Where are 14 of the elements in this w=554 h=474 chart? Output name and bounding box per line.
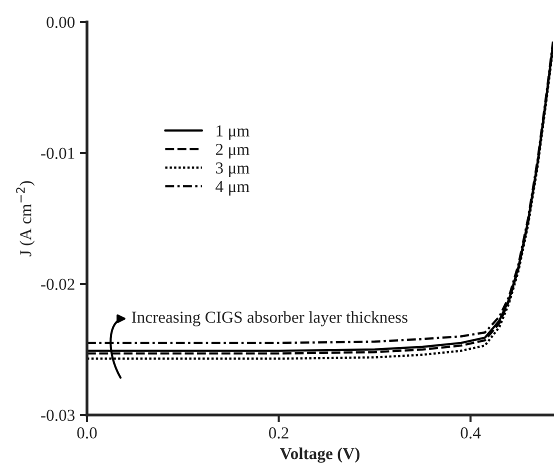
y-axis-title: J (A cm$^{−2}$) [16, 181, 35, 256]
y-tick-label: -0.03 [41, 410, 75, 422]
y-tick-label: 0.00 [46, 16, 75, 28]
x-tick-label: 0.2 [268, 427, 288, 439]
y-tick-label: -0.01 [41, 148, 74, 160]
legend-label: 3 μm [216, 162, 250, 178]
x-axis-title: Voltage (V) [280, 447, 360, 463]
legend-label: 1 μm [216, 125, 250, 140]
legend-label: 4 μm [216, 181, 250, 196]
legend-label: 2 μm [216, 144, 250, 158]
y-tick-label: -0.02 [41, 278, 74, 290]
annotation: Increasing CIGS absorber layer thickness [132, 311, 408, 326]
x-tick-label: 0.0 [77, 427, 97, 439]
x-tick-label: 0.4 [460, 427, 481, 439]
